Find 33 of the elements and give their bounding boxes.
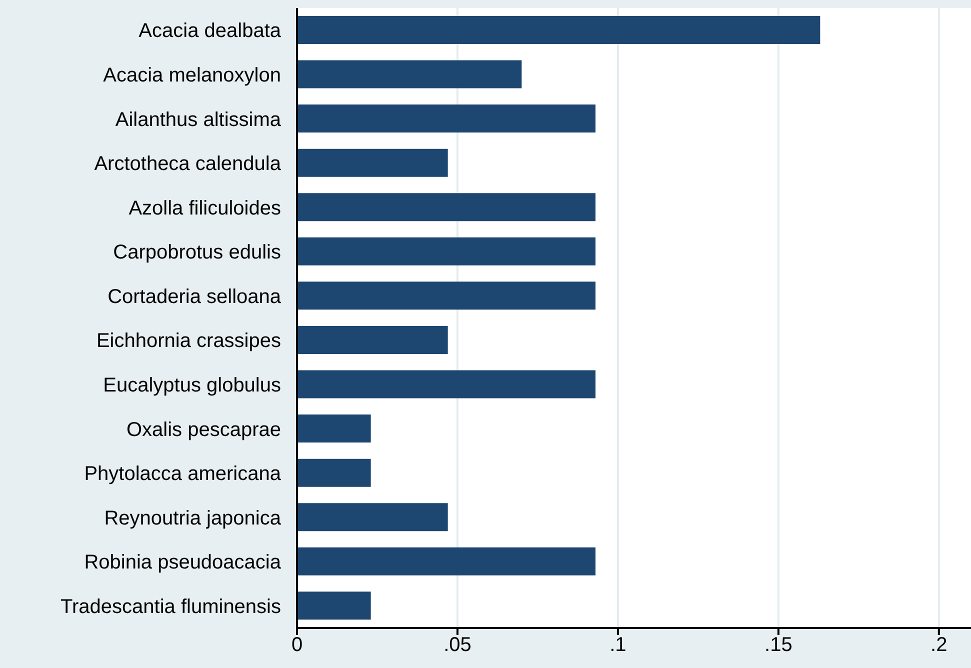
y-tick-label: Phytolacca americana xyxy=(84,463,282,486)
y-tick-label: Robinia pseudoacacia xyxy=(84,552,282,574)
x-tick-label: .05 xyxy=(444,634,472,656)
bar xyxy=(297,414,371,443)
y-tick-label: Tradescantia fluminensis xyxy=(60,596,281,618)
y-tick-label: Ailanthus altissima xyxy=(115,108,282,131)
bar xyxy=(297,237,596,266)
y-tick-label: Reynoutria japonica xyxy=(104,507,282,530)
bar xyxy=(297,592,371,620)
bar xyxy=(297,282,596,310)
y-tick-label: Arctotheca calendula xyxy=(94,153,282,176)
bar xyxy=(297,104,596,133)
bar xyxy=(297,60,522,88)
y-tick-label: Azolla filiculoides xyxy=(128,197,281,220)
bar xyxy=(297,547,596,576)
y-tick-label: Carpobrotus edulis xyxy=(113,242,281,264)
y-tick-label: Eichhornia crassipes xyxy=(96,330,281,352)
bar xyxy=(297,193,596,222)
y-tick-label: Cortaderia selloana xyxy=(108,286,282,308)
bar xyxy=(297,16,820,44)
bar xyxy=(297,370,596,398)
x-tick-label: 0 xyxy=(291,634,303,656)
x-tick-label: .2 xyxy=(930,634,948,656)
y-tick-label: Oxalis pescaprae xyxy=(126,418,281,441)
bar xyxy=(297,326,448,354)
bar xyxy=(297,458,371,487)
x-tick-label: .1 xyxy=(610,634,626,656)
bar xyxy=(297,503,448,532)
x-tick-label: .15 xyxy=(764,634,792,656)
y-tick-label: Acacia melanoxylon xyxy=(103,64,281,87)
y-tick-label: Eucalyptus globulus xyxy=(103,374,281,397)
y-tick-label: Acacia dealbata xyxy=(138,20,282,42)
bar xyxy=(297,148,448,177)
